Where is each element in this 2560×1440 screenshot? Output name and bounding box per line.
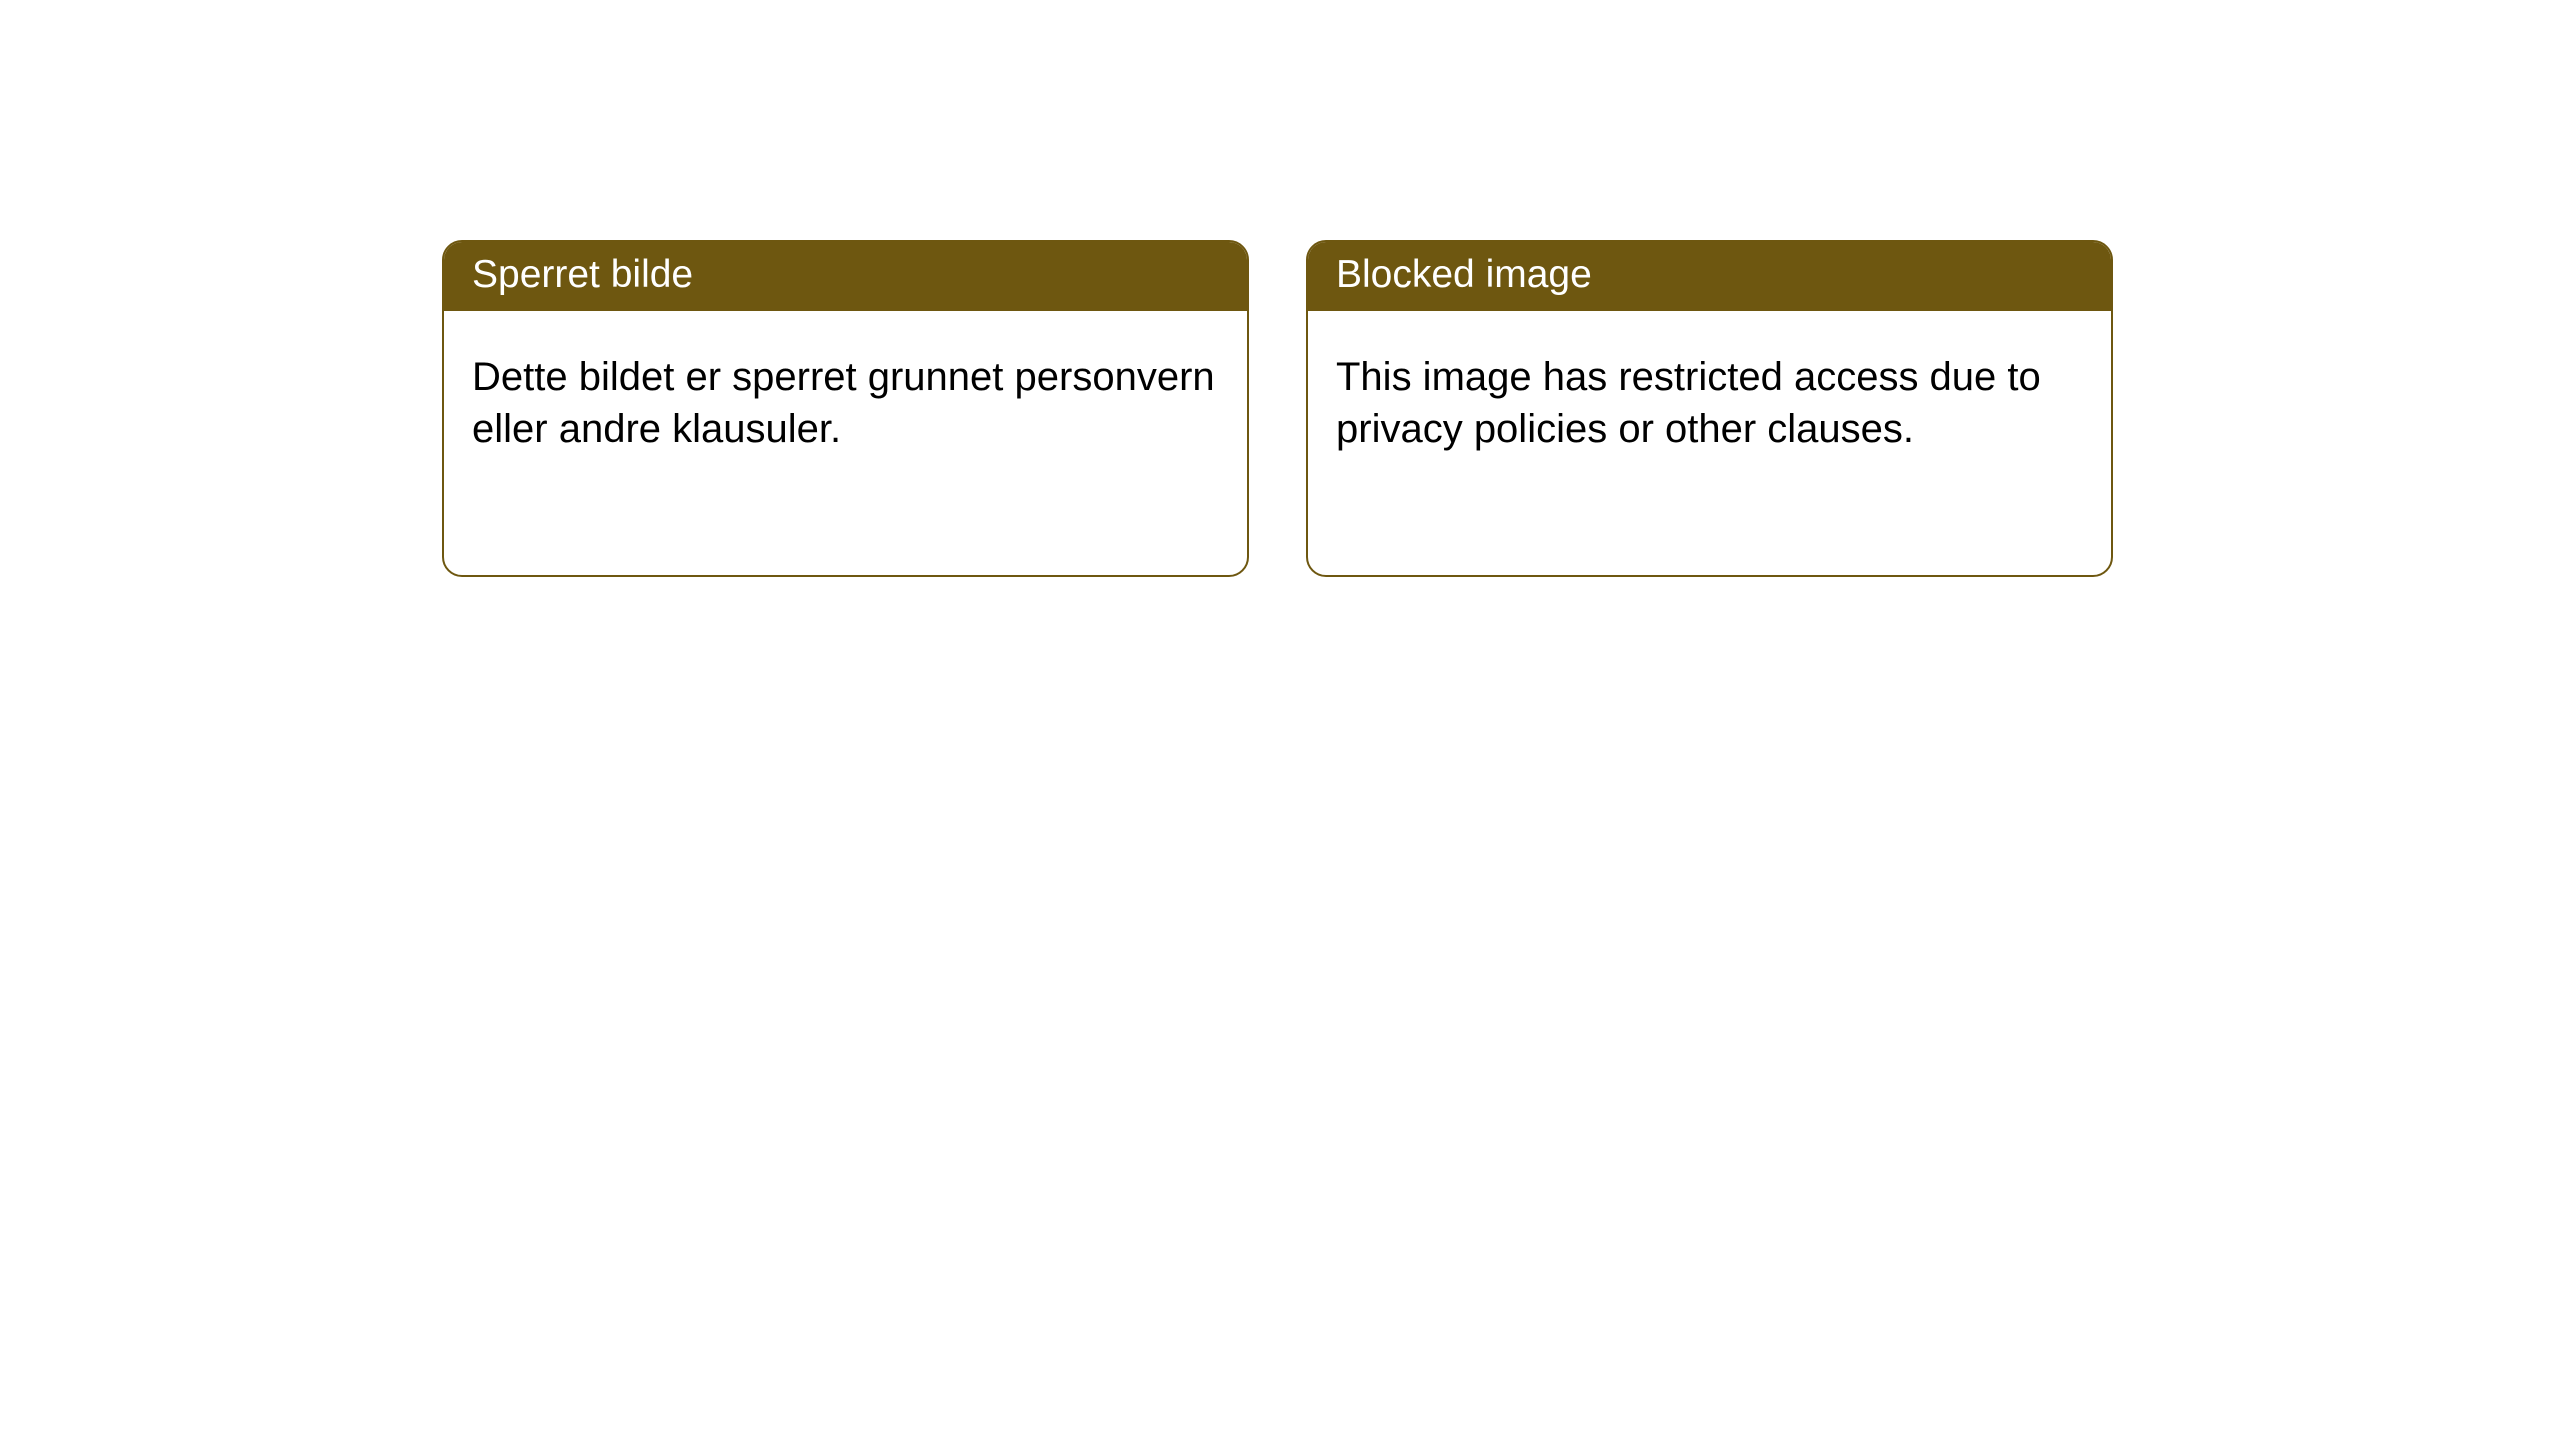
card-body-en: This image has restricted access due to …: [1308, 311, 2111, 483]
notice-cards-container: Sperret bilde Dette bildet er sperret gr…: [442, 240, 2113, 577]
card-body-no: Dette bildet er sperret grunnet personve…: [444, 311, 1247, 483]
card-header-no: Sperret bilde: [444, 242, 1247, 311]
blocked-image-card-en: Blocked image This image has restricted …: [1306, 240, 2113, 577]
blocked-image-card-no: Sperret bilde Dette bildet er sperret gr…: [442, 240, 1249, 577]
card-header-en: Blocked image: [1308, 242, 2111, 311]
